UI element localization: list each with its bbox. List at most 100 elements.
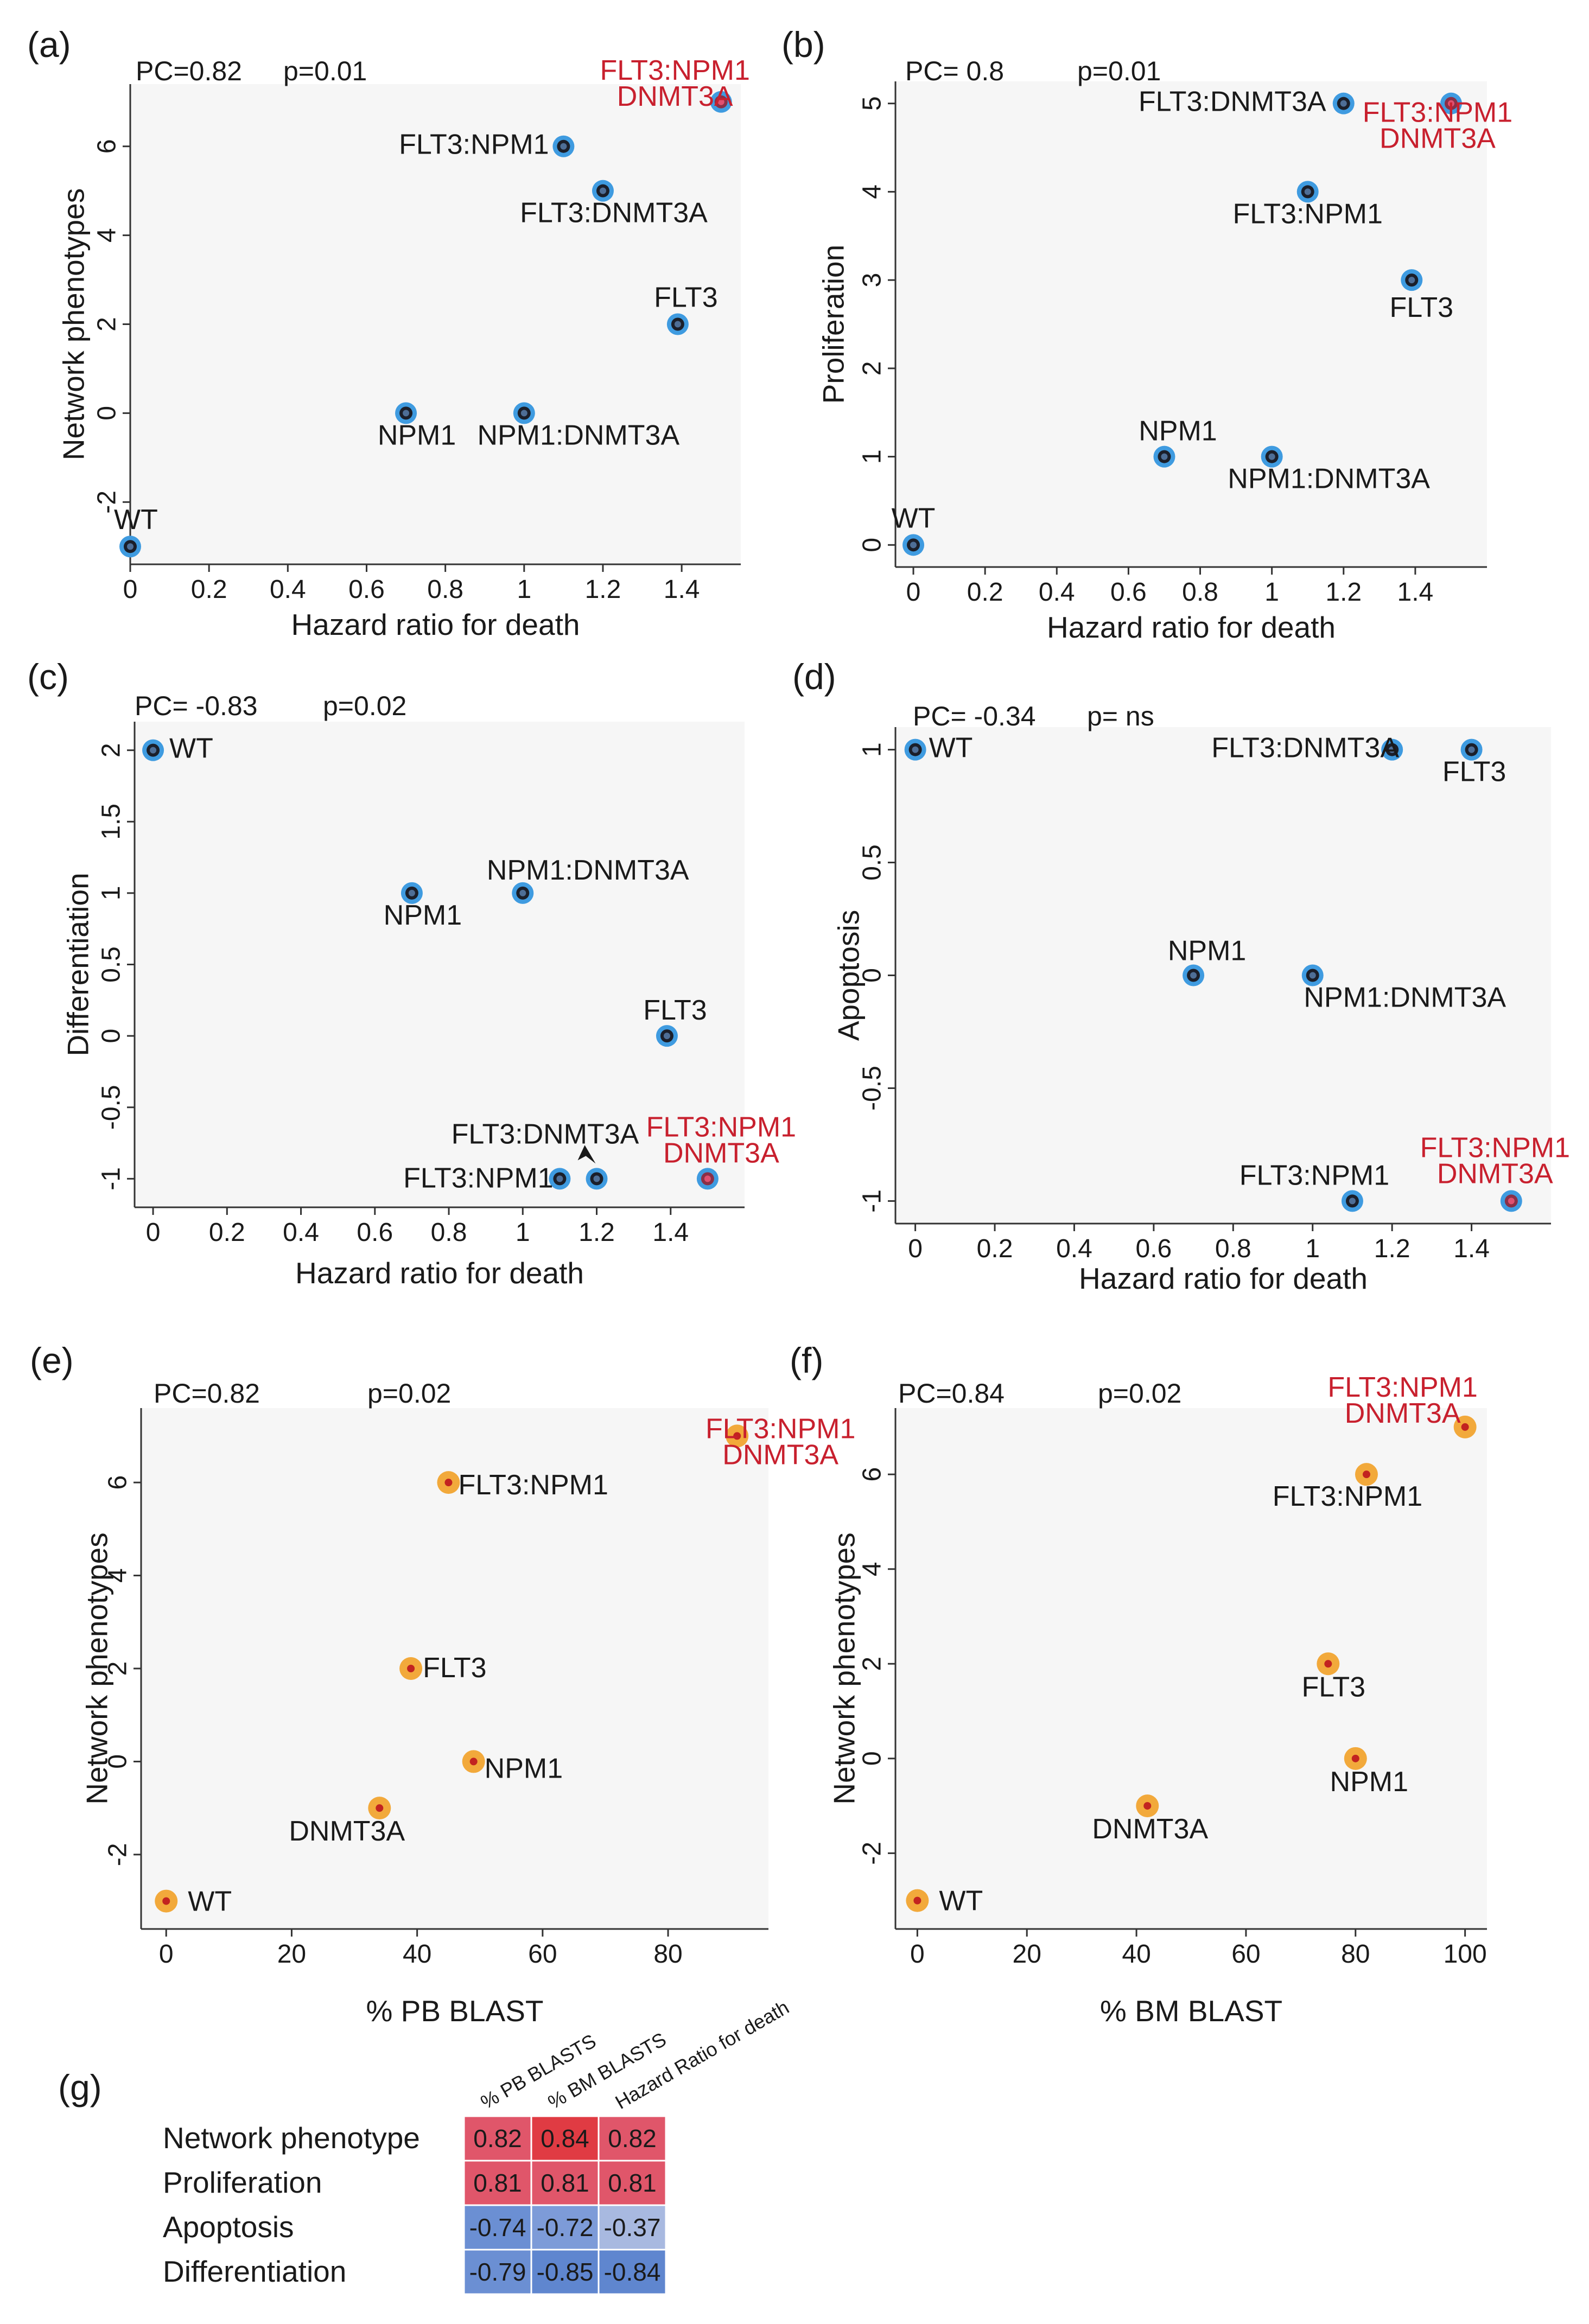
marker-core — [519, 889, 526, 896]
marker-core — [1461, 1423, 1469, 1431]
data-point-flt3: FLT3 — [399, 1652, 487, 1684]
marker-core — [150, 747, 157, 754]
plot-background — [130, 84, 741, 564]
y-tick-label: -1 — [858, 1189, 887, 1213]
heatmap-cell-value: 0.81 — [473, 2169, 522, 2197]
data-point-flt3-npm1: FLT3:NPM1 — [437, 1469, 608, 1501]
panel-d: (d) PC= -0.34 p= ns 0 0.2 0.4 0.6 0.8 1 1.2 1.4 -1 -… — [792, 657, 1570, 1295]
data-point-flt3-dnmt3a: FLT3:DNMT3A — [520, 180, 708, 229]
y-axis-title: Network phenotypes — [828, 1532, 861, 1804]
data-point-npm1: NPM1 — [1139, 416, 1217, 468]
marker-core — [1190, 972, 1197, 979]
data-point-npm1-dnmt3a: NPM1:DNMT3A — [1301, 964, 1506, 1014]
marker-core — [403, 410, 410, 417]
p-value: p=0.02 — [367, 1378, 451, 1409]
x-tick-label: 0.4 — [1056, 1234, 1092, 1263]
marker-core — [674, 321, 681, 328]
x-tick-label: 1 — [516, 1218, 530, 1247]
x-axis-title: % PB BLAST — [366, 1994, 543, 2028]
marker-core — [1408, 277, 1415, 284]
y-tick-label: 1 — [97, 886, 126, 901]
x-tick-label: 0 — [908, 1234, 923, 1263]
heatmap-cell-value: 0.81 — [541, 2169, 589, 2197]
data-point-wt: WT — [904, 733, 973, 764]
point-label: WT — [169, 733, 213, 765]
x-tick-label: 40 — [1122, 1940, 1151, 1969]
data-point-dnmt3a: DNMT3A — [289, 1797, 405, 1847]
data-point-flt3-npm1: FLT3:NPM1 — [399, 129, 575, 161]
y-tick-label: 4 — [93, 228, 122, 243]
point-label: FLT3:NPM1 — [1232, 198, 1382, 230]
data-point-wt: WT — [114, 504, 158, 558]
point-label-line: DNMT3A — [722, 1439, 838, 1470]
point-label: WT — [188, 1886, 232, 1918]
marker-core — [407, 1665, 415, 1672]
point-label: FLT3 — [1442, 756, 1507, 788]
marker-core — [444, 1479, 453, 1487]
x-tick-label: 0.8 — [431, 1218, 467, 1247]
point-label: FLT3:DNMT3A — [520, 198, 708, 229]
data-point-flt3-npm1-dnmt3a: FLT3:NPM1 DNMT3A — [1327, 1372, 1478, 1438]
data-point-wt: WT — [142, 733, 213, 765]
point-label-line: DNMT3A — [1345, 1398, 1461, 1429]
point-label: WT — [892, 502, 936, 534]
data-point-flt3: FLT3 — [1442, 738, 1507, 788]
marker-core — [912, 746, 919, 753]
marker-core — [560, 143, 567, 150]
x-axis-title: Hazard ratio for death — [291, 608, 580, 641]
point-label-line: DNMT3A — [617, 81, 733, 112]
marker-core — [1324, 1660, 1332, 1668]
x-tick-label: 0.8 — [1182, 578, 1218, 607]
y-tick-label: 4 — [858, 184, 887, 199]
data-point-wt: WT — [892, 502, 936, 556]
y-tick-label: 5 — [858, 96, 887, 111]
data-point-flt3-dnmt3a: FLT3:DNMT3A — [452, 1118, 639, 1190]
marker-core — [1468, 746, 1475, 753]
data-point-npm1: NPM1 — [378, 402, 456, 451]
heatmap-cell-value: 0.81 — [608, 2169, 657, 2197]
x-tick-label: 0.4 — [283, 1218, 319, 1247]
point-label-line: FLT3:NPM1 — [646, 1111, 796, 1143]
marker-core — [913, 1896, 921, 1905]
heatmap-cell-value: -0.79 — [469, 2258, 526, 2286]
point-label-line: FLT3:NPM1 — [1363, 97, 1512, 129]
x-tick-label: 1.2 — [1374, 1234, 1410, 1263]
x-tick-label: 0.8 — [1215, 1234, 1251, 1263]
point-label: NPM1 — [1168, 935, 1246, 967]
point-label-line: DNMT3A — [1437, 1158, 1553, 1189]
panel-letter: (f) — [790, 1340, 823, 1380]
p-value: p= ns — [1087, 701, 1154, 731]
y-axis-title: Network phenotypes — [57, 188, 91, 460]
marker-core — [1268, 453, 1275, 460]
y-tick-label: 0 — [97, 1029, 126, 1043]
heatmap-cell — [598, 2204, 667, 2251]
point-label: NPM1:DNMT3A — [1228, 463, 1430, 495]
data-point-npm1-dnmt3a: NPM1:DNMT3A — [477, 402, 679, 451]
data-point-flt3-dnmt3a: FLT3:DNMT3A — [1139, 86, 1355, 118]
point-label: FLT3 — [654, 282, 718, 314]
data-point-flt3-npm1: FLT3:NPM1 — [403, 1162, 571, 1194]
marker-core — [1143, 1802, 1152, 1810]
x-tick-label: 20 — [277, 1940, 306, 1969]
point-label: FLT3:DNMT3A — [1139, 86, 1326, 118]
x-tick-label: 40 — [403, 1940, 431, 1969]
y-tick-label: -2 — [104, 1843, 132, 1867]
heatmap-cell — [530, 2115, 600, 2162]
heatmap-cell — [463, 2160, 532, 2206]
x-tick-label: 0.4 — [1039, 578, 1075, 607]
point-label: FLT3:DNMT3A — [452, 1118, 639, 1150]
x-axis-title: % BM BLAST — [1100, 1994, 1282, 2028]
data-point-flt3: FLT3 — [643, 995, 707, 1047]
data-point-flt3-npm1: FLT3:NPM1 — [1232, 181, 1383, 230]
data-point-npm1-dnmt3a: NPM1:DNMT3A — [487, 855, 689, 904]
point-label-line: DNMT3A — [1380, 123, 1496, 155]
marker-core — [1351, 1754, 1359, 1762]
pearson-correlation: PC= -0.34 — [913, 701, 1036, 731]
pointer-arrow-icon — [577, 1145, 596, 1164]
x-tick-label: 1.4 — [1397, 578, 1434, 607]
marker-core — [717, 98, 724, 105]
x-tick-label: 60 — [528, 1940, 557, 1969]
point-label: NPM1 — [1330, 1766, 1408, 1798]
x-tick-label: 0 — [123, 575, 138, 604]
